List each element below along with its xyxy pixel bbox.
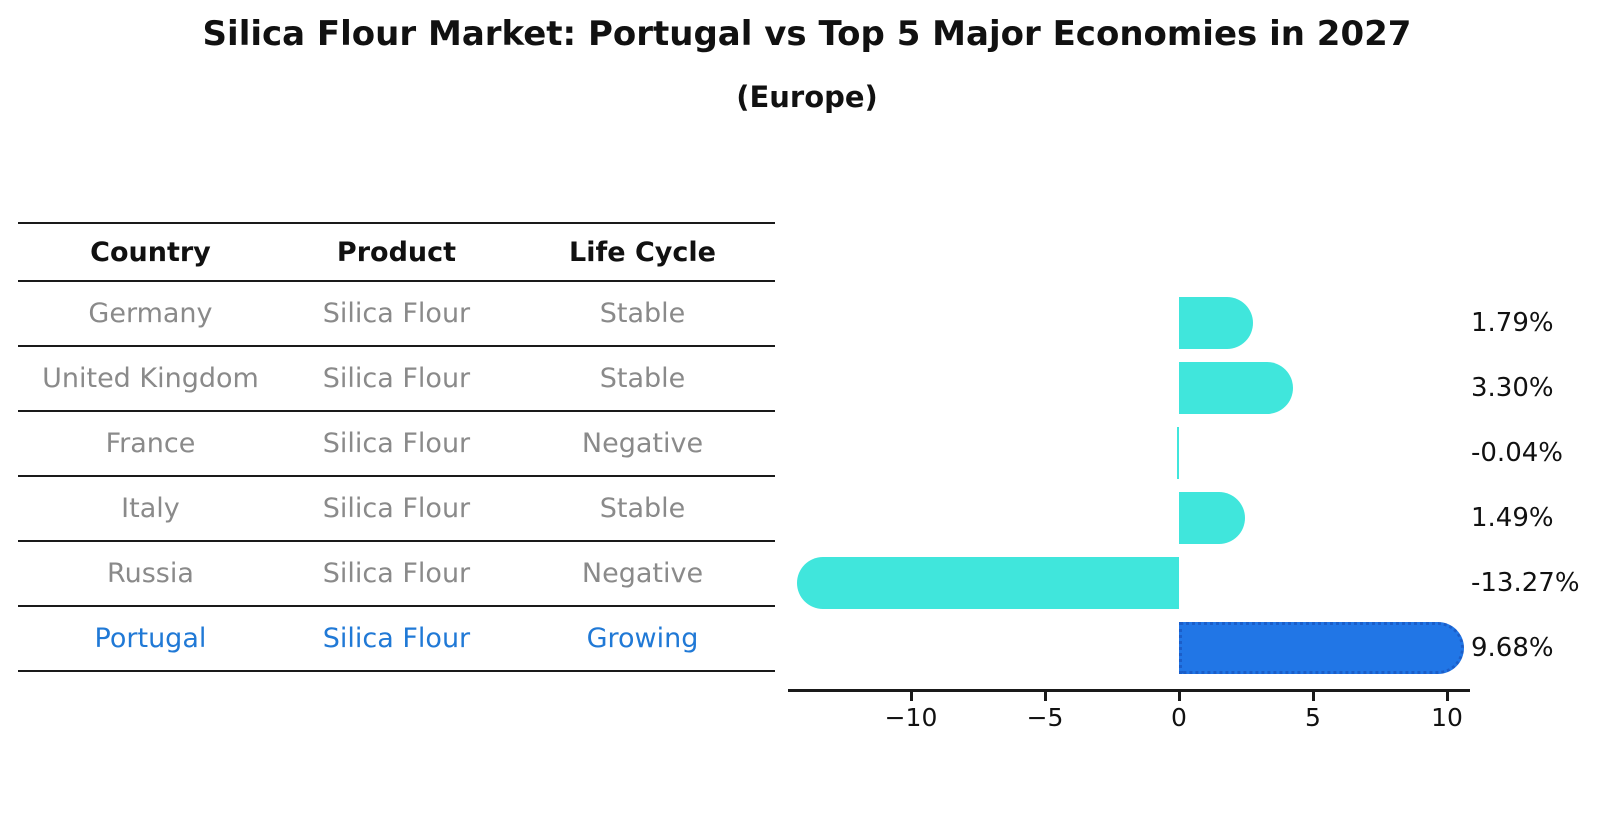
cell-life-cycle: Growing xyxy=(586,623,699,654)
table-header-row: Country Product Life Cycle xyxy=(18,224,775,282)
cell-country: Germany xyxy=(88,298,213,329)
chart-title: Silica Flour Market: Portugal vs Top 5 M… xyxy=(202,14,1412,54)
tick-mark xyxy=(1312,692,1315,701)
tick-label: 5 xyxy=(1305,703,1321,732)
bar-germany xyxy=(1179,297,1253,349)
value-label-russia: -13.27% xyxy=(1471,568,1580,598)
value-label-united-kingdom: 3.30% xyxy=(1471,373,1554,403)
value-label-france: -0.04% xyxy=(1471,438,1563,468)
value-label-italy: 1.49% xyxy=(1471,503,1554,533)
cell-product: Silica Flour xyxy=(322,428,471,459)
column-header-product: Product xyxy=(336,236,457,268)
tick-label: −5 xyxy=(1026,703,1064,732)
cell-life-cycle: Stable xyxy=(599,493,686,524)
value-label-portugal: 9.68% xyxy=(1471,633,1554,663)
cell-country: United Kingdom xyxy=(42,363,259,394)
cell-country: Russia xyxy=(107,558,194,589)
cell-product: Silica Flour xyxy=(322,363,471,394)
cell-product: Silica Flour xyxy=(322,298,471,329)
bar-france xyxy=(1176,427,1179,479)
column-header-country: Country xyxy=(90,236,211,268)
tick-label: −10 xyxy=(884,703,938,732)
data-table: Country Product Life Cycle Germany Silic… xyxy=(18,222,775,672)
bar-united-kingdom xyxy=(1179,362,1294,414)
cell-product: Silica Flour xyxy=(322,558,471,589)
cell-life-cycle: Negative xyxy=(581,558,704,589)
tick-mark xyxy=(1446,692,1449,701)
chart-subtitle: (Europe) xyxy=(736,80,878,114)
table-row-germany: Germany Silica Flour Stable xyxy=(18,282,775,347)
cell-product: Silica Flour xyxy=(322,493,471,524)
table-row-russia: Russia Silica Flour Negative xyxy=(18,542,775,607)
x-axis-line xyxy=(788,689,1470,692)
table-row-united-kingdom: United Kingdom Silica Flour Stable xyxy=(18,347,775,412)
bar-russia xyxy=(797,557,1179,609)
cell-life-cycle: Negative xyxy=(581,428,704,459)
tick-label: 10 xyxy=(1431,703,1463,732)
tick-mark xyxy=(910,692,913,701)
value-label-germany: 1.79% xyxy=(1471,308,1554,338)
cell-product: Silica Flour xyxy=(322,623,471,654)
column-header-life-cycle: Life Cycle xyxy=(569,236,716,268)
bar-portugal-highlight xyxy=(1179,622,1465,674)
cell-country: Portugal xyxy=(94,623,207,654)
tick-mark xyxy=(1178,692,1181,701)
cell-life-cycle: Stable xyxy=(599,298,686,329)
cell-country: Italy xyxy=(121,493,180,524)
table-row-italy: Italy Silica Flour Stable xyxy=(18,477,775,542)
bar-italy xyxy=(1179,492,1245,544)
cell-country: France xyxy=(105,428,196,459)
table-row-portugal: Portugal Silica Flour Growing xyxy=(18,607,775,672)
tick-mark xyxy=(1044,692,1047,701)
table-row-france: France Silica Flour Negative xyxy=(18,412,775,477)
cell-life-cycle: Stable xyxy=(599,363,686,394)
tick-label: 0 xyxy=(1171,703,1187,732)
